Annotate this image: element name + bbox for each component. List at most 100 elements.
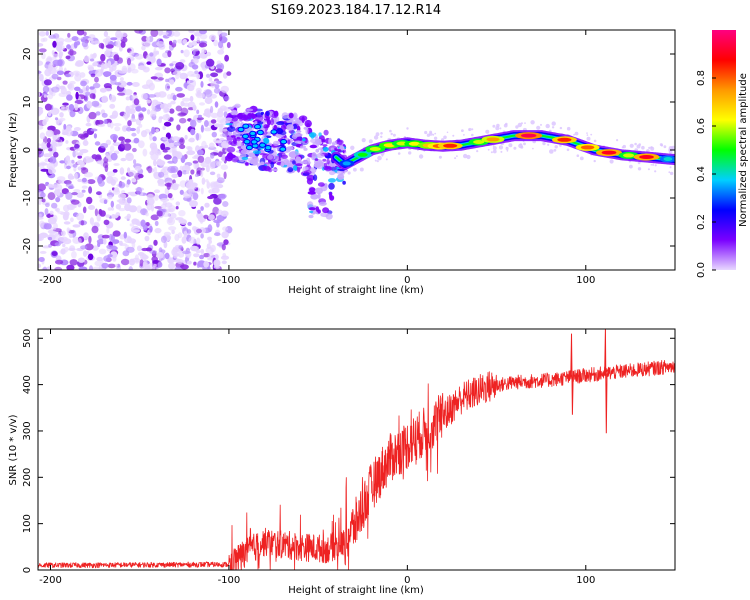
noise-speckle <box>51 202 58 209</box>
spectral-blob <box>265 110 270 117</box>
noise-speckle <box>196 228 202 234</box>
spectral-halo <box>520 122 524 125</box>
noise-speckle <box>101 95 109 104</box>
noise-speckle <box>214 101 219 108</box>
spectral-halo <box>443 135 447 140</box>
noise-speckle <box>77 155 83 159</box>
noise-speckle <box>81 177 87 183</box>
noise-speckle <box>194 70 199 75</box>
noise-speckle <box>73 127 81 131</box>
noise-speckle <box>151 103 155 111</box>
noise-speckle <box>138 113 144 121</box>
noise-speckle <box>127 191 135 195</box>
spectral-blob <box>280 154 288 159</box>
spectral-blob <box>231 135 236 138</box>
noise-speckle <box>213 259 221 267</box>
noise-speckle <box>60 248 66 255</box>
spectral-halo <box>463 153 468 159</box>
noise-speckle <box>220 164 228 170</box>
snr-frame <box>37 328 676 571</box>
noise-speckle <box>175 201 180 206</box>
noise-speckle <box>118 200 128 205</box>
noise-speckle <box>128 170 137 177</box>
colorbar-tick-label: 0.6 <box>696 118 707 134</box>
noise-speckle <box>78 266 88 270</box>
spectral-blob <box>287 139 291 145</box>
y-tick-label: 100 <box>22 514 33 533</box>
noise-speckle <box>43 153 52 158</box>
noise-speckle <box>76 30 85 36</box>
noise-speckle <box>153 239 158 246</box>
noise-speckle <box>154 220 159 227</box>
noise-speckle <box>201 48 207 54</box>
spectral-halo <box>468 127 472 132</box>
noise-speckle <box>77 257 85 263</box>
noise-speckle <box>175 86 183 92</box>
spectral-halo <box>389 129 392 133</box>
noise-speckle <box>76 192 85 198</box>
noise-speckle <box>96 160 104 165</box>
noise-speckle <box>157 77 164 81</box>
noise-speckle <box>126 81 133 86</box>
noise-speckle <box>109 94 117 103</box>
noise-speckle <box>91 100 100 107</box>
noise-speckle <box>69 259 78 266</box>
spectral-halo <box>463 134 465 136</box>
noise-speckle <box>93 40 100 45</box>
noise-speckle <box>204 96 213 105</box>
noise-speckle <box>151 266 156 270</box>
spectral-blob <box>240 149 250 154</box>
noise-speckle <box>52 59 61 66</box>
noise-speckle <box>136 126 141 134</box>
noise-speckle <box>205 165 210 173</box>
noise-speckle <box>216 214 225 222</box>
noise-speckle <box>74 143 80 149</box>
spectral-halo <box>471 128 474 131</box>
spectrogram-y-label: Frequency (Hz) <box>8 112 19 188</box>
spectral-blob <box>306 178 313 185</box>
noise-speckle <box>213 87 221 94</box>
spectral-halo <box>641 145 645 150</box>
noise-speckle <box>205 51 212 57</box>
noise-speckle <box>136 245 142 252</box>
noise-speckle <box>195 87 202 94</box>
noise-speckle <box>72 224 81 228</box>
spectral-blob <box>283 159 289 165</box>
noise-speckle <box>188 137 195 143</box>
noise-speckle <box>175 105 182 112</box>
noise-speckle <box>71 36 79 42</box>
noise-speckle <box>156 41 165 47</box>
noise-speckle <box>122 125 128 132</box>
noise-speckle <box>221 243 226 251</box>
spectral-hotspot-core <box>342 161 351 166</box>
spectral-blob <box>252 150 261 155</box>
noise-speckle <box>38 183 46 191</box>
spectral-halo <box>547 143 550 146</box>
noise-speckle <box>115 263 118 267</box>
noise-speckle <box>40 192 46 198</box>
noise-speckle <box>149 225 153 233</box>
noise-speckle <box>192 58 199 64</box>
spectral-halo <box>438 155 442 159</box>
noise-speckle <box>220 32 228 37</box>
spectral-halo <box>566 148 570 152</box>
noise-speckle <box>66 90 72 96</box>
noise-speckle <box>82 86 87 93</box>
colorbar-tick-label: 0.8 <box>696 70 707 86</box>
noise-speckle <box>59 112 64 118</box>
noise-speckle <box>88 265 94 270</box>
noise-speckle <box>155 128 159 133</box>
noise-speckle <box>73 41 78 49</box>
noise-speckle <box>153 166 158 174</box>
noise-speckle <box>70 199 80 205</box>
noise-speckle <box>75 72 79 77</box>
noise-speckle <box>98 42 104 49</box>
noise-speckle <box>146 99 151 104</box>
noise-speckle <box>106 176 114 184</box>
y-tick-label: 300 <box>22 421 33 440</box>
y-tick-label: -20 <box>22 238 33 254</box>
spectral-halo <box>536 125 541 130</box>
noise-speckle <box>197 155 205 163</box>
noise-speckle <box>131 218 139 225</box>
